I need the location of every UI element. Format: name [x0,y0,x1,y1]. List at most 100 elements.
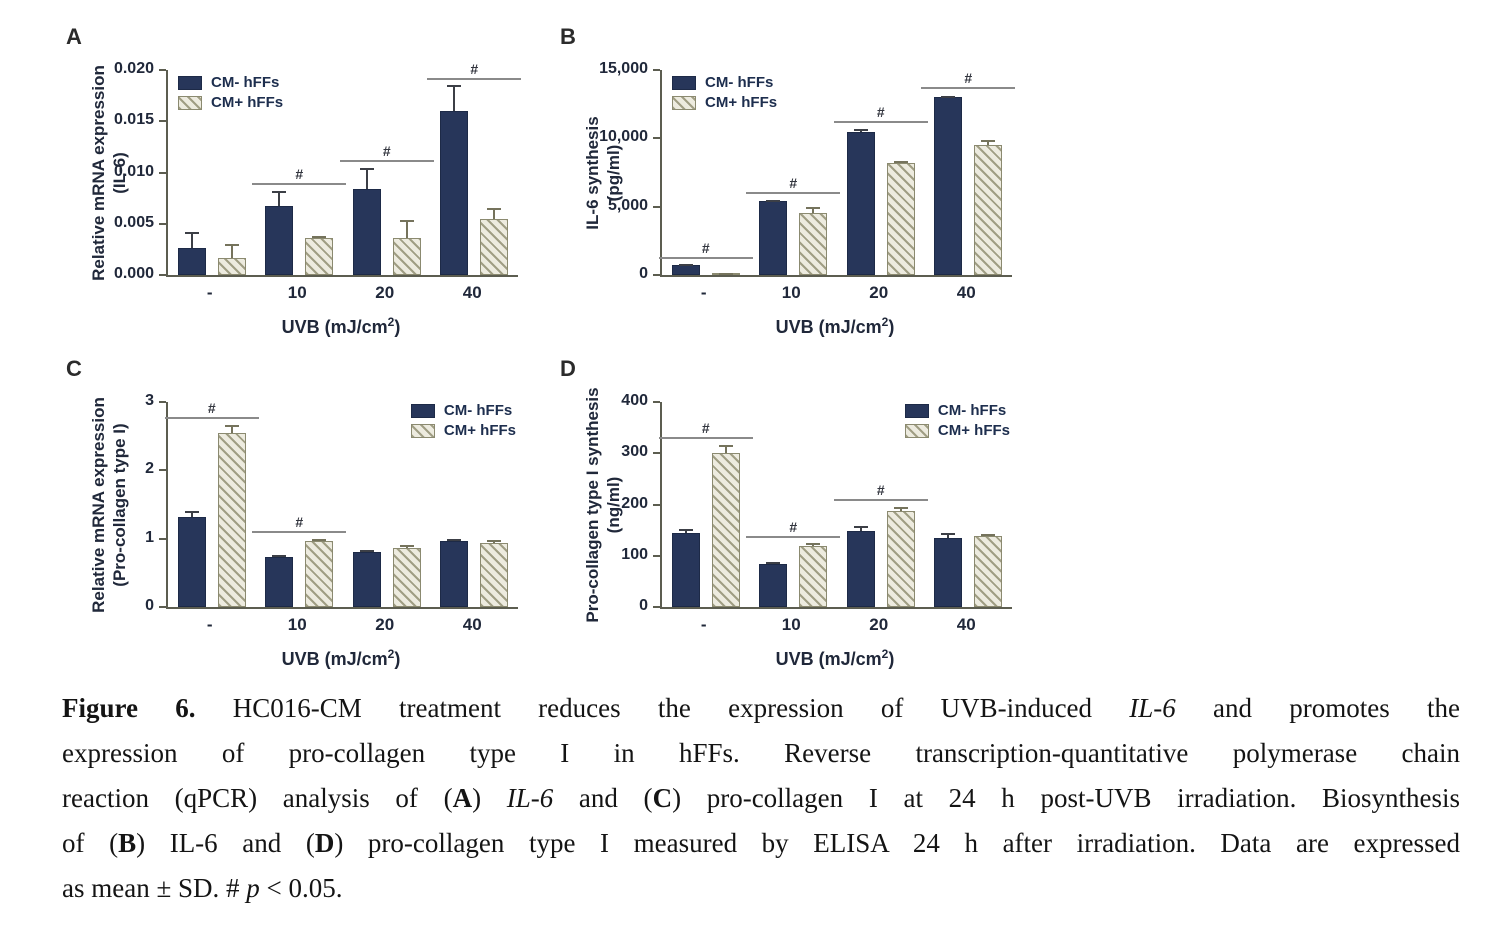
significance-line [746,535,841,538]
legend-swatch-cm-minus [410,403,435,418]
error-bar [272,555,287,558]
bar-cm-hffs [759,564,788,607]
caption-segment: as mean ± SD. # [62,873,247,903]
legend-swatch-cm-plus [672,95,696,110]
error-bar [399,219,414,239]
bar-cm-hffs [480,218,509,275]
significance-line [833,498,928,501]
bar-cm-hffs [974,536,1003,607]
bar-cm-hffs [305,238,334,275]
bar-cm-hffs [846,531,875,607]
error-bar [806,542,821,546]
error-bar-stem [365,550,368,552]
error-bar [941,95,956,98]
y-tick-label: 0.015 [113,111,154,129]
legend-item: CM+ hFFs [178,94,283,111]
error-bar [766,199,781,202]
error-bar [893,506,908,511]
bar-cm-hffs [217,257,246,275]
x-axis-label: UVB (mJ/cm2) [775,647,895,669]
y-tick-label: 5,000 [607,196,648,214]
bar-cm-hffs [886,510,915,607]
x-tick-label: 20 [375,615,395,634]
error-bar [893,161,908,164]
caption-segment: IL-6 [506,783,554,813]
chart-a: Relative mRNA expression (IL-6) # # # CM- hFF… [58,42,550,347]
y-tick-label: 10,000 [599,128,648,146]
legend-swatch-cm-plus [904,423,929,438]
significance-marker: # [701,419,710,436]
caption-segment: HC016-CM treatment reduces the expressio… [232,693,1130,723]
error-bar-stem [684,263,687,266]
y-tick-mark [653,137,660,140]
panel-label-c: C [66,356,82,381]
error-bar-stem [405,219,408,239]
significance-line [921,87,1016,90]
x-axis-label: UVB (mJ/cm2) [775,315,895,337]
caption-segment: expression of pro-collagen type I in hFF… [62,738,1460,768]
significance-marker: # [789,518,798,535]
caption-segment: p [246,873,260,903]
legend-label: CM+ hFFs [937,422,1010,439]
error-bar-stem [684,528,687,533]
significance-marker: # [207,400,216,417]
significance-line [339,160,434,163]
bar-cm-hffs [265,206,294,275]
legend-item: CM- hFFs [410,402,516,419]
error-bar-stem [859,129,862,132]
x-tick-label: 10 [287,283,307,302]
error-bar [184,231,199,249]
figure-caption: Figure 6. HC016-CM treatment reduces the… [62,686,1460,911]
legend-swatch-cm-minus [178,75,202,90]
plot-area: # # # CM- hFFs CM+ hFFs [658,402,1012,609]
caption-segment: C [652,783,673,813]
x-tick-label: 40 [462,283,482,302]
chart-d: Pro-collagen type I synthesis (ng/ml) # # # C… [552,374,1044,679]
panel-c: C Relative mRNA expression (Pro-collagen … [58,356,550,688]
error-bar [718,444,733,454]
caption-line: as mean ± SD. # p < 0.05. [62,866,1460,911]
bar-cm-hffs [759,201,788,275]
error-bar-stem [493,540,496,544]
y-tick-mark [159,171,166,174]
error-bar [981,533,996,537]
error-bar [766,562,781,565]
error-bar-stem [453,538,456,542]
significance-line [252,531,347,534]
error-bar-stem [772,562,775,565]
significance-line [427,78,522,81]
bar-cm-hffs [440,541,469,607]
bar-cm-hffs [217,432,246,607]
legend-swatch-cm-minus [904,403,929,418]
y-tick-mark [159,69,166,71]
bar-cm-hffs [352,188,381,275]
y-tick-label: 1 [145,528,154,546]
y-tick-mark [653,503,660,506]
y-tick-label: 0 [639,265,648,282]
error-bar-stem [278,190,281,207]
error-bar [447,538,462,542]
y-tick-label: 0.005 [113,213,154,231]
error-bar-stem [812,207,815,213]
caption-segment: B [118,828,137,858]
error-bar [359,550,374,553]
legend-swatch-cm-plus [178,95,202,110]
error-bar [678,263,693,266]
x-tick-label: - [700,615,707,634]
plot-area: # # CM- hFFs CM+ hFFs [164,400,518,609]
legend-item: CM- hFFs [904,402,1010,419]
y-tick-label: 200 [621,494,648,512]
error-bar-stem [947,95,950,98]
error-bar-stem [724,444,727,454]
legend-label: CM- hFFs [705,74,774,91]
legend-item: CM+ hFFs [904,422,1010,439]
error-bar [678,528,693,533]
y-tick-label: 2 [145,460,154,478]
bar-cm-hffs [934,538,963,607]
error-bar-stem [405,544,408,548]
panel-label-d: D [560,356,576,381]
caption-segment: IL-6 [1129,693,1176,723]
x-tick-label: - [206,283,213,302]
error-bar [981,140,996,146]
y-tick-label: 0.010 [113,162,154,180]
